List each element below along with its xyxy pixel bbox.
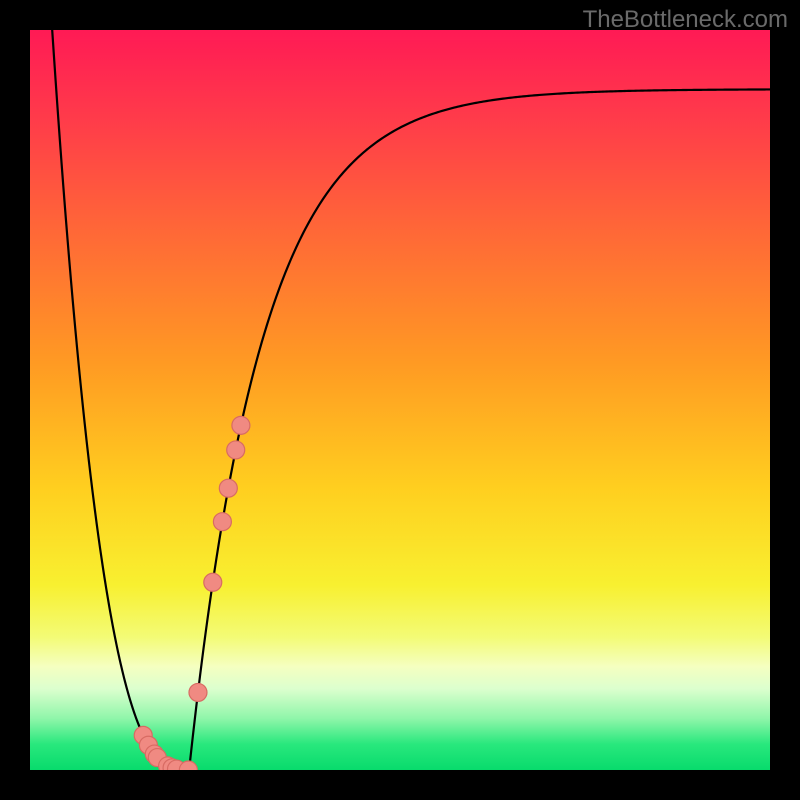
curve-marker (189, 683, 207, 701)
curve-marker (227, 441, 245, 459)
watermark-text: TheBottleneck.com (583, 6, 788, 34)
gradient-background (30, 30, 770, 770)
curve-marker (219, 479, 237, 497)
curve-marker (204, 573, 222, 591)
curve-marker (213, 513, 231, 531)
chart-container: TheBottleneck.com (0, 0, 800, 800)
curve-marker (232, 416, 250, 434)
chart-svg (0, 0, 800, 800)
